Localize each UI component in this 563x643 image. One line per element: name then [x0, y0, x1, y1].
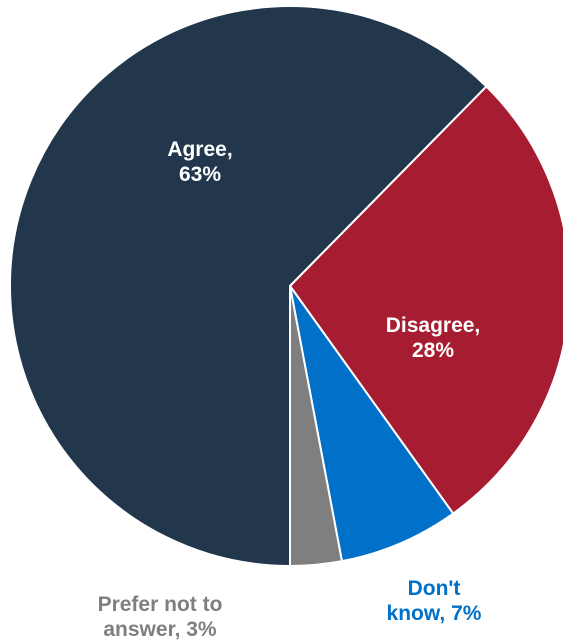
data-label-prefer-not-line-2: answer, 3% [103, 618, 217, 641]
data-label-dont-know-line-2: know, 7% [387, 602, 482, 625]
slice-dont-know [289, 285, 455, 563]
data-label-prefer-not: Prefer not to answer, 3% [98, 593, 223, 641]
slice-prefer-not [289, 285, 343, 567]
data-label-disagree: Disagree, 28% [386, 314, 481, 362]
data-label-agree: Agree, 63% [167, 138, 232, 186]
pie-labels: Agree, 63% Disagree, 28% Don't know, 7% Prefer… [98, 138, 482, 641]
data-label-agree-line-1: Agree, [167, 138, 232, 161]
slice-disagree [289, 85, 563, 515]
pie-slices [9, 5, 563, 567]
data-label-dont-know-line-1: Don't [408, 577, 461, 600]
data-label-prefer-not-line-1: Prefer not to [98, 593, 223, 616]
data-label-agree-line-2: 63% [179, 163, 221, 186]
data-label-dont-know: Don't know, 7% [387, 577, 482, 625]
slice-agree [9, 5, 488, 567]
data-label-disagree-line-1: Disagree, [386, 314, 481, 337]
data-label-disagree-line-2: 28% [412, 339, 454, 362]
